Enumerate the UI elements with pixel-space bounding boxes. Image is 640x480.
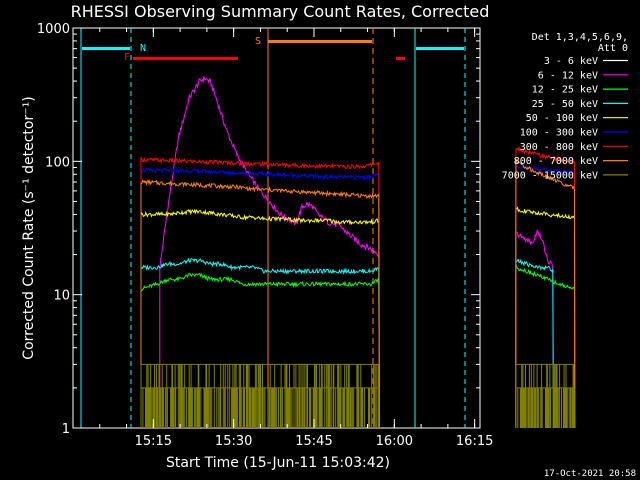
legend-label: 100 - 300 keV — [520, 128, 598, 139]
series-line — [515, 164, 576, 429]
series-2 — [159, 76, 554, 429]
series-mark — [140, 364, 380, 428]
generated-timestamp: 17-Oct-2021 20:58 — [544, 469, 636, 479]
x-axis: 15:15 15:30 15:45 16:00 16:15 — [72, 28, 493, 449]
annotation-f: F — [124, 52, 130, 63]
plot-frame — [72, 27, 481, 429]
legend-label: 6 - 12 keV — [538, 70, 598, 81]
x-tick-label: 15:15 — [135, 434, 172, 449]
night-bar — [416, 47, 464, 50]
series-line — [515, 159, 576, 429]
x-tick-label: 16:15 — [456, 434, 493, 449]
series-line — [515, 145, 576, 429]
series-line — [159, 76, 380, 429]
legend-label: 12 - 25 keV — [532, 85, 598, 96]
flare-bar — [396, 57, 405, 60]
series-6 — [140, 164, 576, 429]
legend-label: 50 - 100 keV — [526, 113, 598, 124]
series-line — [140, 208, 380, 429]
series-line — [515, 258, 554, 429]
night-bar — [82, 47, 130, 50]
series-mark — [515, 364, 575, 428]
observing-bands: FN S — [80, 28, 466, 428]
y-tick-label: 1 — [62, 422, 70, 437]
x-tick-label: 15:30 — [215, 434, 252, 449]
legend-header: Att 0 — [598, 43, 628, 54]
series-line — [515, 264, 576, 429]
series-3 — [140, 264, 576, 429]
x-axis-label: Start Time (15-Jun-11 15:03:42) — [166, 455, 390, 471]
y-axis: 1 10 100 1000 — [37, 22, 480, 437]
series-5 — [140, 206, 576, 429]
y-tick-label: 10 — [53, 289, 70, 304]
saa-bar — [268, 40, 372, 43]
y-tick-label: 1000 — [37, 22, 70, 37]
x-tick-label: 15:45 — [295, 434, 332, 449]
y-tick-label: 100 — [45, 155, 70, 170]
series-line — [515, 206, 576, 429]
series-line — [140, 167, 380, 429]
chart-title: RHESSI Observing Summary Count Rates, Co… — [71, 2, 490, 21]
series-line — [515, 228, 554, 429]
legend-header: Det 1,3,4,5,6,9, — [532, 32, 628, 43]
series-layer — [140, 75, 576, 429]
series-line — [140, 272, 380, 429]
series-line — [140, 257, 380, 429]
legend: Det 1,3,4,5,6,9,Att 03 - 6 keV 6 - 12 keV… — [502, 32, 628, 181]
legend-label: 3 - 6 keV — [544, 56, 598, 67]
y-axis-label: Corrected Count Rate (s⁻¹ detector⁻¹) — [21, 96, 37, 359]
legend-label: 800 - 7000 keV — [514, 156, 598, 167]
series-line — [515, 230, 576, 429]
series-4 — [140, 257, 554, 429]
series-line — [140, 178, 380, 429]
annotation-n: N — [140, 43, 146, 54]
annotation-s: S — [255, 36, 261, 47]
legend-label: 25 - 50 keV — [532, 99, 598, 110]
series-9 — [140, 363, 575, 428]
series-line — [140, 156, 380, 429]
legend-label: 300 - 800 keV — [520, 142, 598, 153]
series-8 — [140, 159, 576, 429]
flare-bar — [133, 57, 238, 60]
legend-label: 7000 - 15000 keV — [502, 170, 598, 181]
x-tick-label: 16:00 — [376, 434, 413, 449]
series-7 — [140, 145, 576, 429]
